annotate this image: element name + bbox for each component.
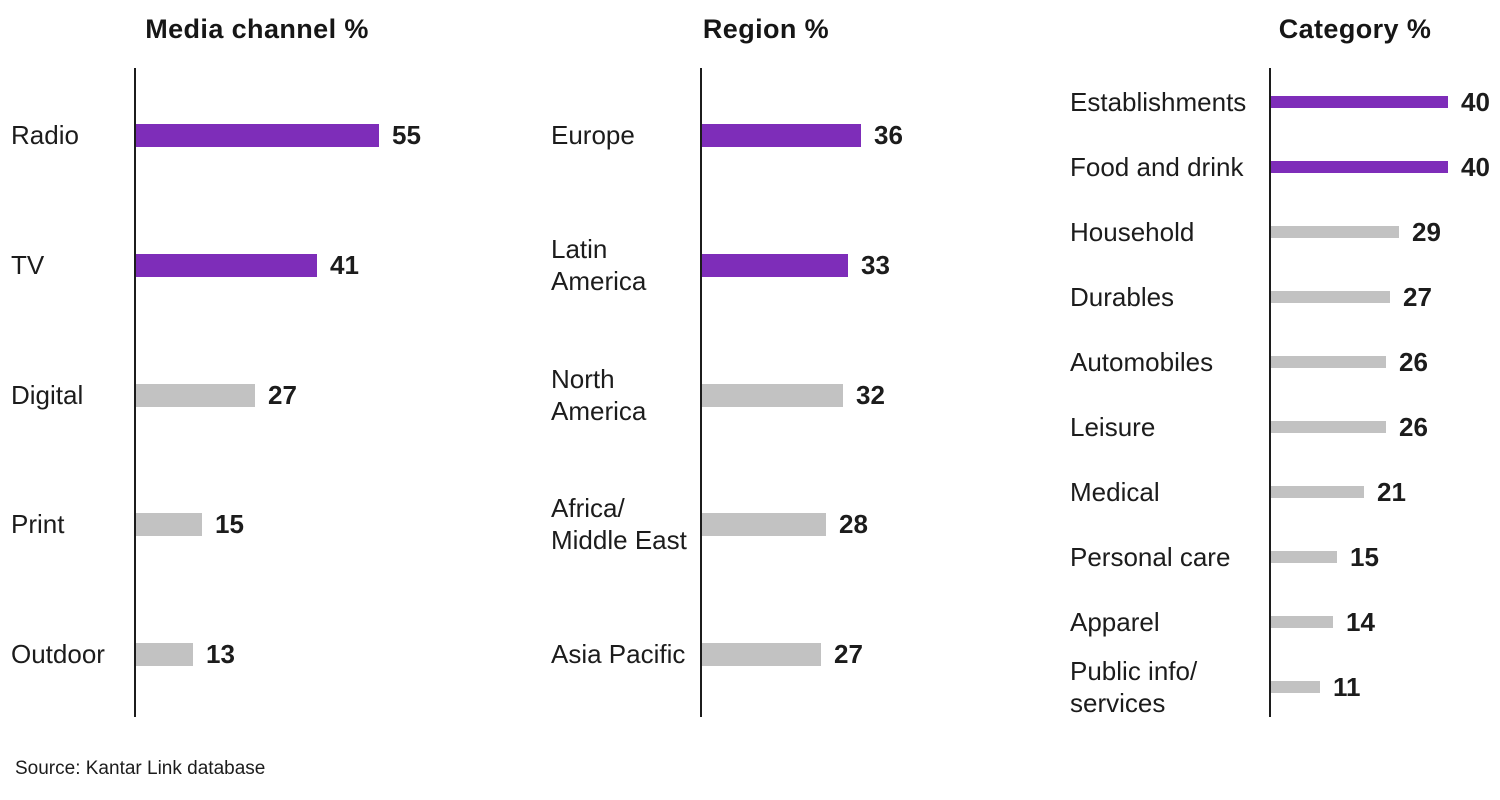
bar [136,642,193,666]
category-label: Leisure [1070,412,1156,442]
bar [702,512,826,536]
value-label: 11 [1333,672,1361,702]
value-label: 28 [839,509,868,539]
value-label: 27 [834,639,863,669]
value-label: 15 [1350,542,1379,572]
value-label: 32 [856,380,885,410]
category-label: Africa/ Middle East [551,493,687,555]
category-label: Outdoor [11,639,105,669]
value-label: 21 [1377,477,1406,507]
value-label: 55 [392,120,421,150]
category-label: Establishments [1070,87,1247,117]
bar [1271,96,1448,108]
bar [702,253,848,277]
value-label: 40 [1461,152,1490,182]
bar [1271,161,1448,173]
value-label: 13 [206,639,235,669]
category-label: Asia Pacific [551,639,686,669]
value-label: 15 [215,509,244,539]
category-label: Personal care [1070,542,1231,572]
category-label: Radio [11,120,79,150]
category-label: Print [11,509,65,539]
category-label: Europe [551,120,635,150]
category-label: Medical [1070,477,1160,507]
bar [702,383,843,407]
bar [1271,551,1337,563]
value-label: 40 [1461,87,1490,117]
bar [136,512,202,536]
category-label: North America [551,364,647,426]
value-label: 41 [330,250,359,280]
axis-line [134,68,136,717]
bar [1271,226,1399,238]
value-label: 27 [268,380,297,410]
bar [1271,421,1386,433]
bar [702,123,861,147]
category-label: TV [11,250,45,280]
category-label: Latin America [551,234,647,296]
value-label: 26 [1399,347,1428,377]
category-label: Food and drink [1070,152,1244,182]
source-note: Source: Kantar Link database [15,758,266,779]
chart-title: Category % [1278,14,1432,44]
value-label: 29 [1412,217,1441,247]
bar [1271,356,1386,368]
bar [1271,681,1320,693]
axis-line [700,68,702,717]
bar [136,383,255,407]
value-label: 14 [1346,607,1375,637]
category-label: Public info/ services [1070,656,1198,718]
chart-title: Media channel % [145,14,369,44]
category-label: Digital [11,380,84,410]
category-label: Automobiles [1070,347,1214,377]
bar [702,642,821,666]
axis-line [1269,68,1271,717]
value-label: 33 [861,250,890,280]
category-label: Apparel [1070,607,1160,637]
category-label: Household [1070,217,1195,247]
value-label: 36 [874,120,903,150]
bar [1271,616,1333,628]
bar [136,253,317,277]
category-label: Durables [1070,282,1175,312]
bar [1271,291,1390,303]
value-label: 26 [1399,412,1428,442]
value-label: 27 [1403,282,1432,312]
bar [1271,486,1364,498]
chart-title: Region % [702,14,830,44]
bar [136,123,379,147]
